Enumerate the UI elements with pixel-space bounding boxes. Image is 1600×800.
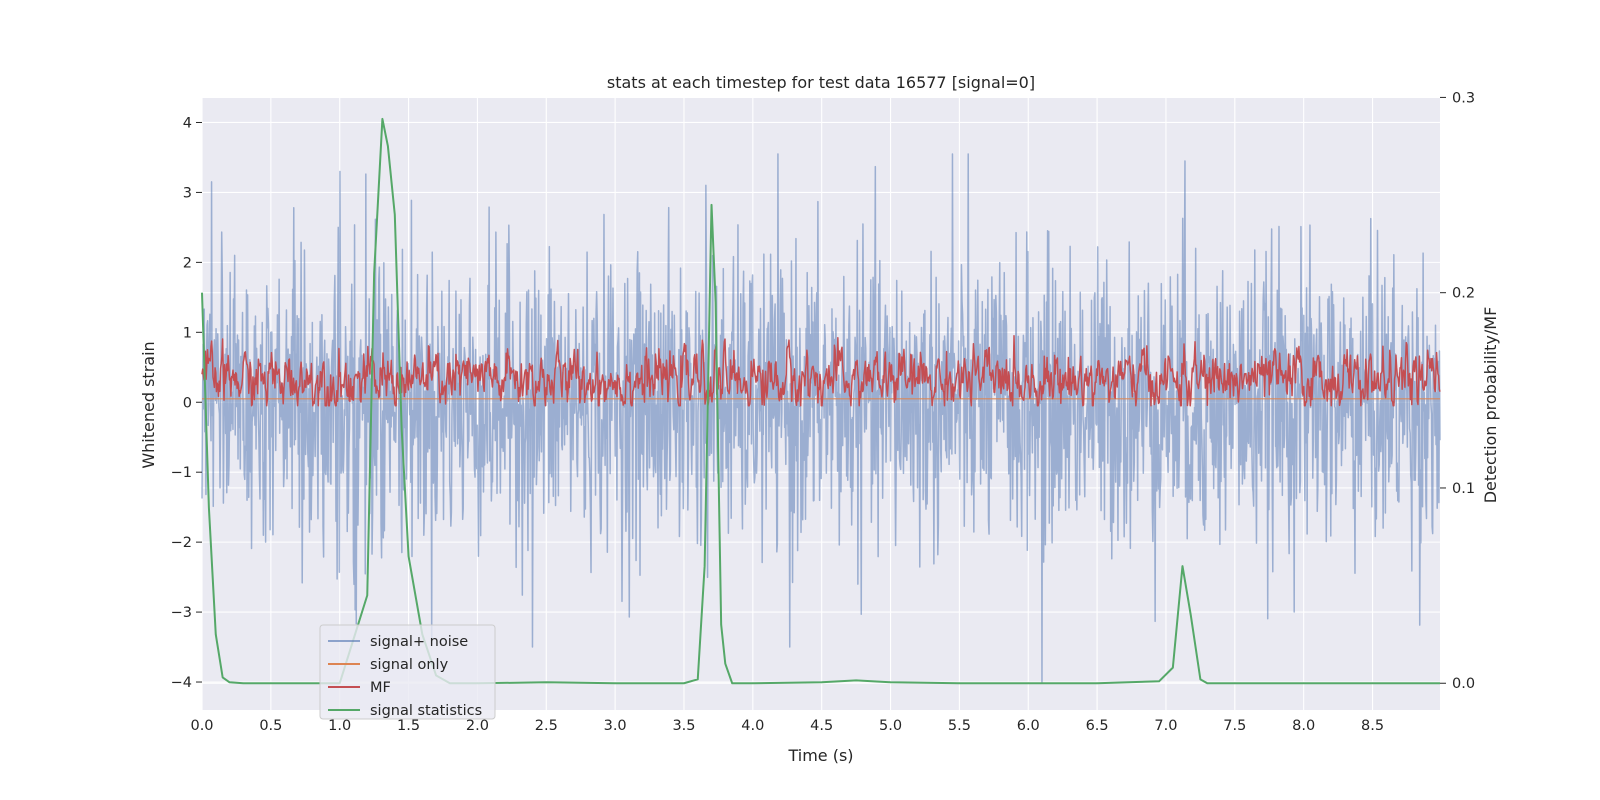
x-tick-label: 4.0 [741,718,764,734]
legend-label: signal statistics [370,703,482,719]
y2-tick-label: 0.0 [1452,676,1475,692]
y-tick-label: 1 [183,325,192,341]
x-tick-label: 6.5 [1086,718,1109,734]
axes: 0.0 0.5 1.0 1.5 2.0 2.5 3.0 3.5 4.0 4.5 5.0 5.5 6.0 6… [171,90,1475,734]
series-mf-line [201,335,1441,407]
x-tick-label: 2.0 [466,718,489,734]
x-tick-label: 3.5 [672,718,695,734]
y-tick-label: 2 [183,255,192,271]
x-tick-label: 8.5 [1361,718,1384,734]
x-tick-label: 5.0 [879,718,902,734]
x-tick-label: 0.5 [259,718,282,734]
series-signal-noise-line [201,153,1441,683]
x-tick-label: 5.5 [948,718,971,734]
x-tick-label: 4.5 [810,718,833,734]
legend-box [319,624,496,720]
y2-axis-label: Detection probability/MF [1481,307,1500,504]
x-tick-label: 1.0 [328,718,351,734]
y-tick-label: −4 [171,675,192,691]
legend-label: signal only [370,657,449,673]
legend: signal+ noise signal only MF signal statist… [319,624,496,720]
x-tick-label: 2.5 [535,718,558,734]
x-tick-label: 6.0 [1017,718,1040,734]
x-tick-label: 3.0 [604,718,627,734]
y-tick-label: 4 [183,115,192,131]
y-axis-label: Whitened strain [139,341,158,468]
x-tick-label: 7.5 [1223,718,1246,734]
x-tick-label: 8.0 [1292,718,1315,734]
legend-label: signal+ noise [370,634,468,650]
x-tick-label: 7.0 [1154,718,1177,734]
y-tick-label: −1 [171,465,192,481]
x-tick-label: 1.5 [397,718,420,734]
x-tick-label: 0.0 [190,718,213,734]
y-tick-label: 3 [183,185,192,201]
y-tick-label: 0 [183,395,192,411]
x-axis-label: Time (s) [787,746,853,765]
legend-label: MF [370,680,391,696]
y2-tick-label: 0.3 [1452,90,1475,106]
y-tick-label: −3 [171,605,192,621]
y-tick-label: −2 [171,535,192,551]
y2-tick-label: 0.1 [1452,481,1475,497]
chart-title: stats at each timestep for test data 165… [607,73,1035,92]
y2-tick-label: 0.2 [1452,286,1475,302]
